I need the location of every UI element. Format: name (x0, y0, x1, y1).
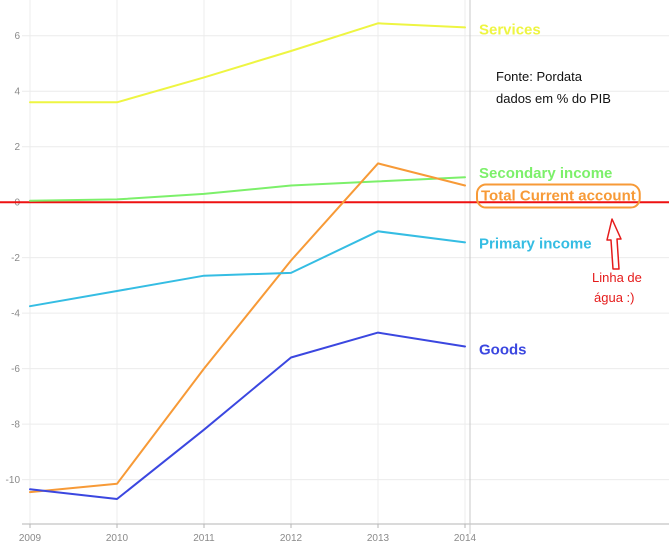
x-tick-label: 2012 (280, 533, 303, 544)
chart-grid (22, 0, 669, 524)
x-tick-label: 2014 (454, 533, 477, 544)
y-tick-label: -8 (11, 420, 20, 431)
source-line-2: dados em % do PIB (496, 91, 611, 106)
y-tick-label: -4 (11, 309, 20, 320)
source-line-1: Fonte: Pordata (496, 69, 583, 84)
y-tick-label: 2 (14, 142, 20, 153)
y-tick-label: -10 (6, 475, 21, 486)
callout-line-1: Linha de (592, 270, 642, 285)
x-tick-label: 2010 (106, 533, 129, 544)
y-tick-label: 6 (14, 31, 20, 42)
total-label-outline (476, 183, 641, 209)
x-tick-label: 2011 (193, 533, 215, 544)
x-tick-label: 2009 (19, 533, 42, 544)
series-lines (29, 22, 466, 500)
series-label-goods: Goods (479, 341, 527, 358)
series-label-services: Services (479, 21, 541, 38)
callout-line-2: água :) (594, 290, 634, 305)
series-line-secondary-income (29, 176, 466, 202)
x-tick-label: 2013 (367, 533, 390, 544)
series-labels: Services Secondary income Total Current ac… (476, 21, 641, 358)
callout-arrow (606, 218, 622, 270)
series-line-services (29, 22, 466, 104)
series-label-primary-income: Primary income (479, 235, 592, 252)
series-line-goods (29, 331, 466, 500)
series-label-total-current-account: Total Current account (481, 188, 636, 205)
series-label-secondary-income: Secondary income (479, 165, 612, 182)
series-line-total-current-account (29, 162, 466, 494)
source-note: Fonte: Pordata dados em % do PIB (496, 69, 611, 106)
y-tick-label: -2 (11, 253, 20, 264)
series-line-primary-income (29, 230, 466, 308)
water-line-callout: Linha de água :) (592, 218, 642, 305)
y-tick-label: -6 (11, 364, 20, 375)
y-tick-label: 4 (14, 87, 20, 98)
